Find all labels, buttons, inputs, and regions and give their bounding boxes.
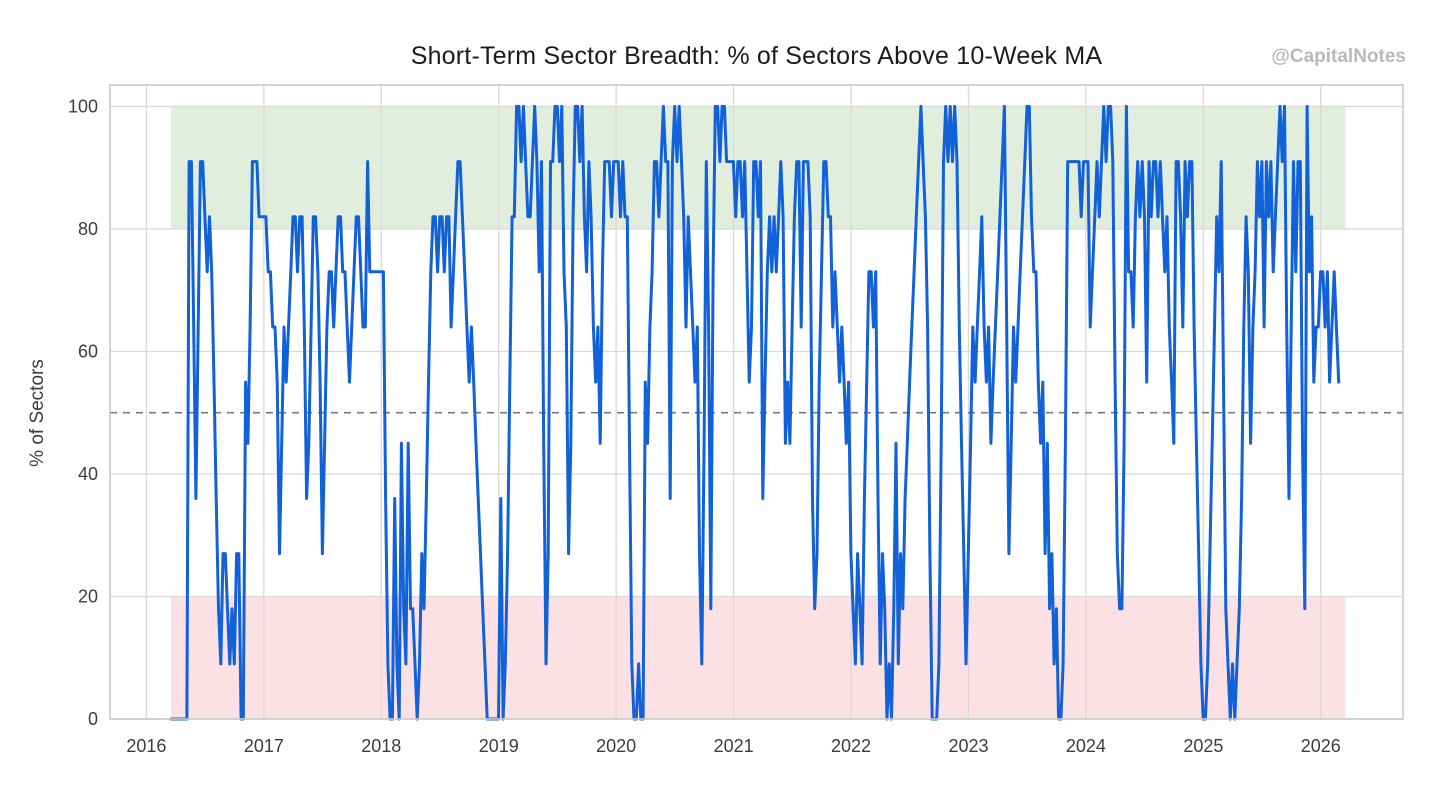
plot-border — [109, 84, 1404, 720]
x-tick-label: 2017 — [244, 736, 284, 756]
x-tick-label: 2016 — [126, 736, 166, 756]
y-tick-label: 80 — [78, 219, 98, 239]
x-tick-label: 2020 — [596, 736, 636, 756]
x-tick-label: 2024 — [1066, 736, 1106, 756]
x-tick-label: 2026 — [1301, 736, 1341, 756]
y-tick-label: 60 — [78, 341, 98, 361]
x-tick-label: 2023 — [948, 736, 988, 756]
y-tick-label: 20 — [78, 586, 98, 606]
x-tick-label: 2025 — [1183, 736, 1223, 756]
breadth-line — [169, 104, 1341, 721]
x-tick-label: 2019 — [479, 736, 519, 756]
y-tick-label: 40 — [78, 464, 98, 484]
y-tick-label: 100 — [68, 96, 98, 116]
oversold-zone-band — [171, 596, 1346, 719]
x-tick-label: 2021 — [714, 736, 754, 756]
chart-title: Short-Term Sector Breadth: % of Sectors … — [410, 42, 1103, 70]
x-tick-label: 2018 — [361, 736, 401, 756]
x-tick-label: 2022 — [831, 736, 871, 756]
watermark-handle: @CapitalNotes — [1271, 46, 1406, 67]
y-axis-title: % of Sectors — [27, 359, 48, 467]
y-tick-label: 0 — [88, 709, 98, 729]
